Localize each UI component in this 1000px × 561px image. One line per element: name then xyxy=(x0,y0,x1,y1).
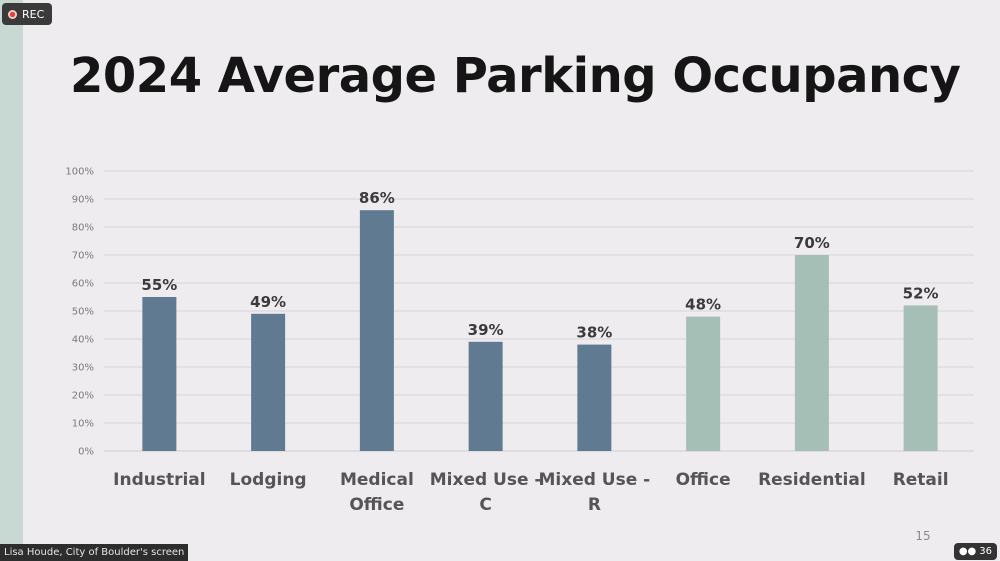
participant-count: 36 xyxy=(979,546,992,557)
bar xyxy=(686,316,721,451)
category-label: Lodging xyxy=(230,470,307,490)
y-tick-label: 50% xyxy=(72,307,94,318)
people-icon: ●● xyxy=(958,546,977,557)
slide-title: 2024 Average Parking Occupancy xyxy=(70,48,961,104)
y-tick-label: 0% xyxy=(78,447,94,458)
y-tick-label: 30% xyxy=(72,363,94,374)
page-number: 15 xyxy=(915,529,931,543)
category-label: Mixed Use - xyxy=(538,470,650,490)
y-tick-label: 70% xyxy=(72,251,94,262)
data-label: 52% xyxy=(903,284,939,302)
category-label: Retail xyxy=(893,470,949,490)
category-label: Office xyxy=(349,495,404,515)
bar xyxy=(903,305,938,451)
recording-indicator[interactable]: REC xyxy=(2,3,53,25)
bar xyxy=(251,313,286,451)
bar xyxy=(577,344,612,451)
category-label: R xyxy=(588,495,601,515)
y-tick-label: 60% xyxy=(72,279,94,290)
category-label: C xyxy=(479,495,491,515)
data-label: 86% xyxy=(359,189,395,207)
data-label: 39% xyxy=(468,321,504,339)
y-tick-label: 80% xyxy=(72,223,94,234)
category-label: Office xyxy=(676,470,731,490)
y-tick-label: 100% xyxy=(65,167,94,178)
y-tick-label: 90% xyxy=(72,195,94,206)
bar xyxy=(359,210,394,451)
y-tick-label: 20% xyxy=(72,391,94,402)
category-label: Medical xyxy=(340,470,414,490)
data-label: 38% xyxy=(576,324,612,342)
y-tick-label: 40% xyxy=(72,335,94,346)
category-label: Industrial xyxy=(113,470,205,490)
record-icon xyxy=(8,9,17,19)
participants-button[interactable]: ●● 36 xyxy=(953,543,997,560)
bar xyxy=(468,341,503,451)
y-tick-label: 10% xyxy=(72,419,94,430)
slide-accent-band xyxy=(0,0,23,545)
bar xyxy=(794,255,829,451)
data-label: 48% xyxy=(685,296,721,314)
data-label: 49% xyxy=(250,293,286,311)
data-label: 55% xyxy=(141,276,177,294)
recording-label: REC xyxy=(22,7,45,21)
screen-share-label: Lisa Houde, City of Boulder's screen xyxy=(0,544,189,561)
category-label: Residential xyxy=(758,470,866,490)
category-label: Mixed Use - xyxy=(430,470,542,490)
data-label: 70% xyxy=(794,234,830,252)
bar xyxy=(142,297,177,451)
